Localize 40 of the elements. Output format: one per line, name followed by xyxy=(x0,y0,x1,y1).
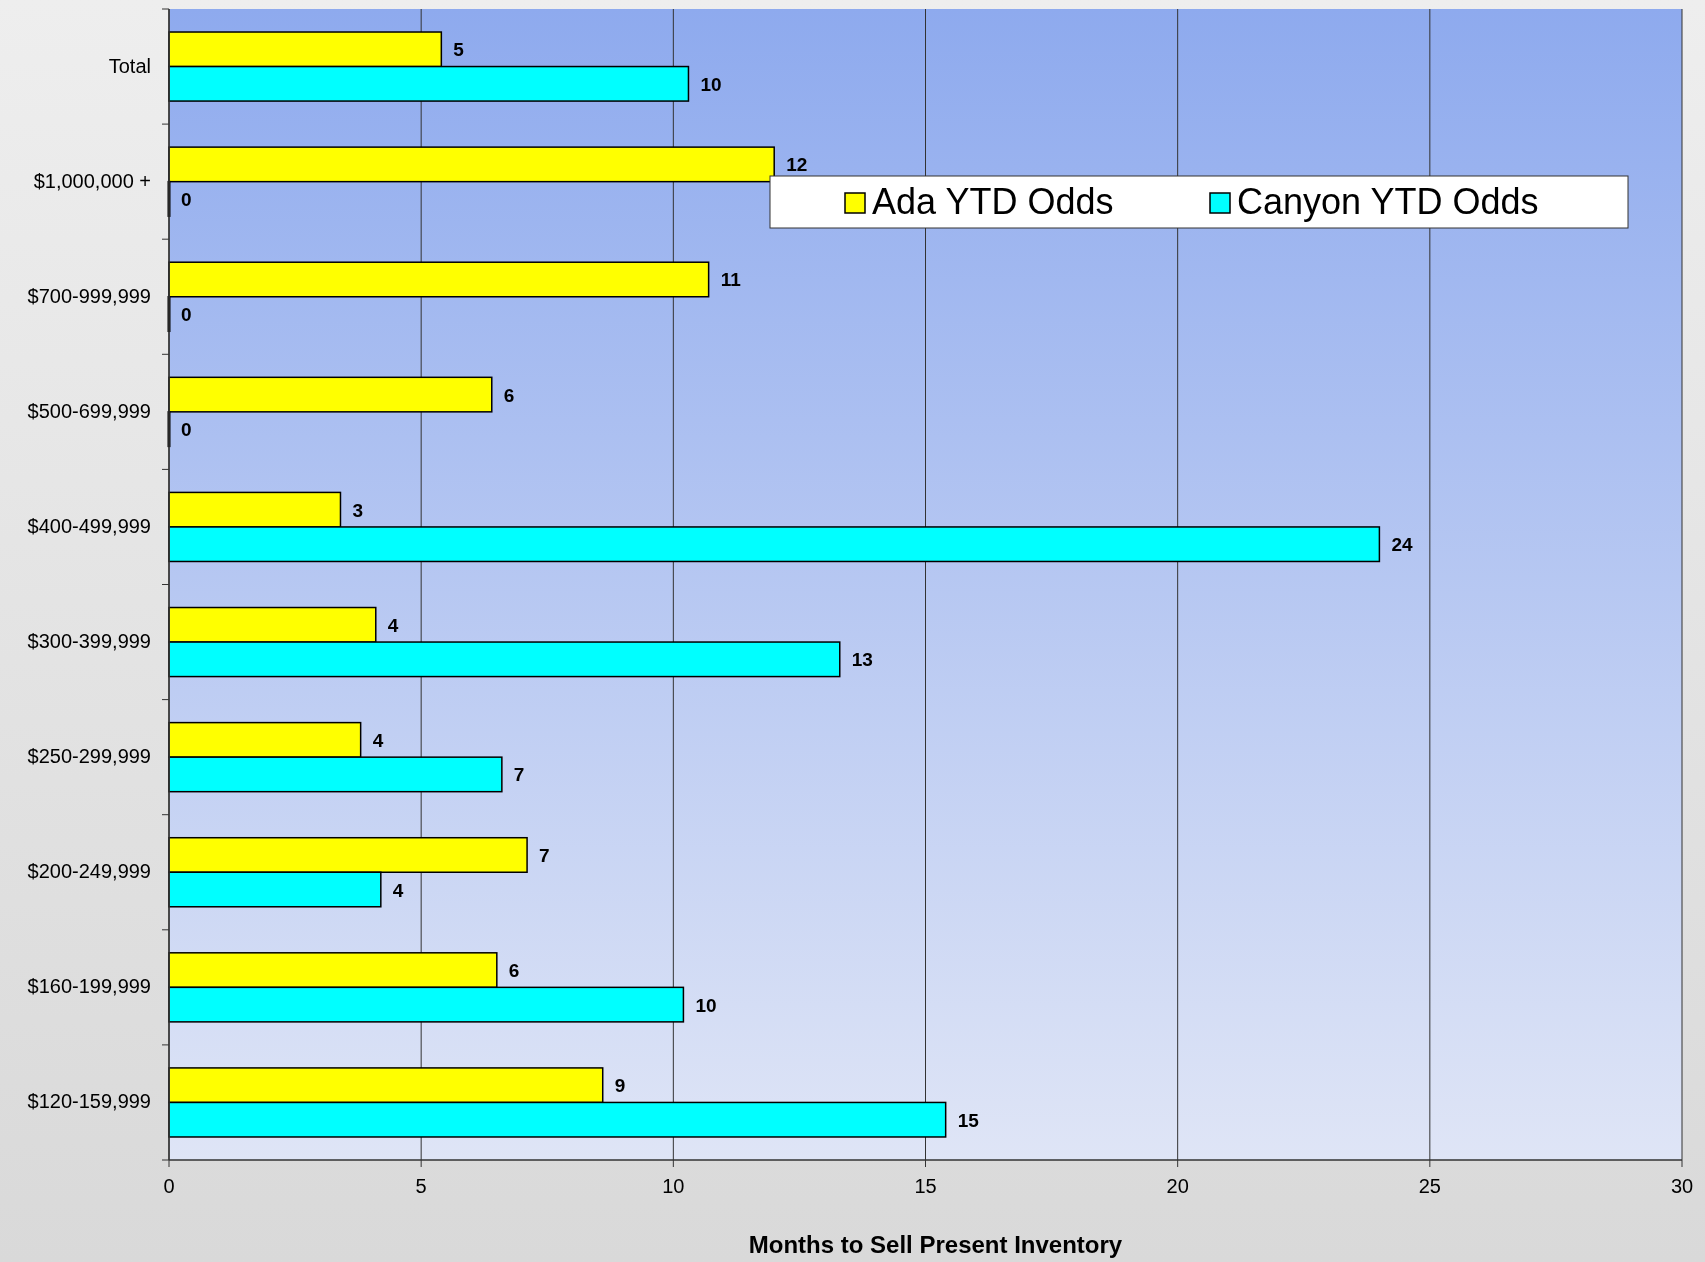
legend-label: Canyon YTD Odds xyxy=(1237,181,1539,222)
x-tick-label: 5 xyxy=(415,1175,427,1197)
x-tick-label: 10 xyxy=(662,1175,685,1197)
data-label: 5 xyxy=(453,39,465,61)
x-tick-label: 15 xyxy=(914,1175,937,1197)
y-tick-label: $120-159,999 xyxy=(27,1090,151,1113)
y-tick-label: $500-699,999 xyxy=(27,399,151,422)
data-label: 7 xyxy=(513,764,525,786)
x-tick-label: 25 xyxy=(1418,1175,1441,1197)
data-label: 6 xyxy=(503,384,515,406)
x-tick-label: 0 xyxy=(163,1175,175,1197)
data-label: 3 xyxy=(352,499,364,521)
data-label: 0 xyxy=(181,304,192,326)
data-label: 4 xyxy=(387,614,399,636)
y-tick-label: $400-499,999 xyxy=(27,514,151,537)
data-label: 15 xyxy=(957,1109,980,1131)
data-label: 11 xyxy=(720,269,742,291)
data-label: 6 xyxy=(508,960,520,982)
data-label: 10 xyxy=(695,994,717,1016)
y-tick-label: $1,000,000 + xyxy=(33,169,151,192)
legend-label: Ada YTD Odds xyxy=(872,181,1114,222)
data-label: 24 xyxy=(1391,534,1413,556)
y-tick-label: $700-999,999 xyxy=(27,284,151,307)
data-label: 10 xyxy=(700,73,722,95)
x-tick-label: 20 xyxy=(1166,1175,1189,1197)
y-tick-label: $250-299,999 xyxy=(27,745,151,768)
y-tick-label: Total xyxy=(108,54,151,77)
data-label: 0 xyxy=(181,188,192,210)
data-label: 4 xyxy=(392,879,404,901)
data-label: 4 xyxy=(372,729,384,751)
x-axis-title: Months to Sell Present Inventory xyxy=(748,1231,1123,1258)
data-label: 12 xyxy=(786,154,808,176)
data-label: 0 xyxy=(181,419,192,441)
x-tick-label: 30 xyxy=(1670,1175,1694,1197)
y-tick-label: $200-249,999 xyxy=(27,860,151,883)
data-label: 9 xyxy=(614,1075,626,1097)
y-tick-label: $300-399,999 xyxy=(27,630,151,653)
data-label: 7 xyxy=(539,844,550,866)
y-tick-label: $160-199,999 xyxy=(27,975,151,998)
data-label: 13 xyxy=(851,649,873,671)
